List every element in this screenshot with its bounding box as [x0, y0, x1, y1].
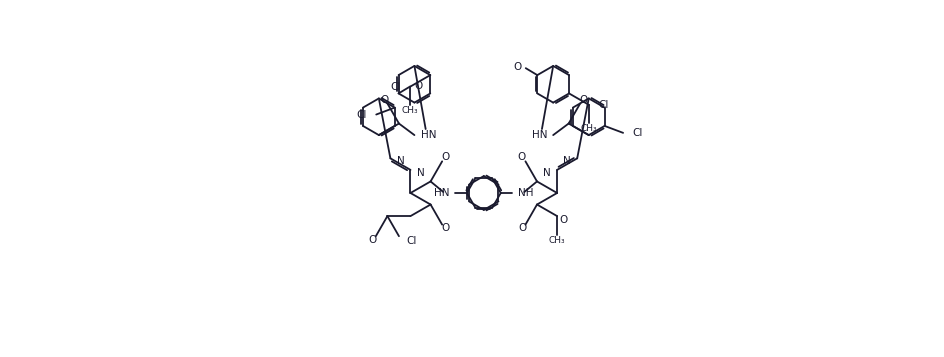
Text: N: N [416, 168, 425, 178]
Text: O: O [559, 215, 567, 225]
Text: O: O [580, 95, 587, 105]
Text: O: O [514, 62, 522, 72]
Text: NH: NH [518, 188, 534, 198]
Text: HN: HN [433, 188, 449, 198]
Text: Cl: Cl [632, 128, 643, 138]
Text: N: N [543, 168, 551, 178]
Text: Cl: Cl [357, 110, 367, 120]
Text: O: O [380, 95, 388, 105]
Text: O: O [441, 223, 449, 233]
Text: O: O [442, 152, 450, 162]
Text: CH₃: CH₃ [402, 106, 418, 115]
Text: O: O [517, 152, 526, 162]
Text: Cl: Cl [598, 100, 609, 110]
Text: N: N [564, 156, 571, 166]
Text: HN: HN [531, 130, 547, 140]
Text: Cl: Cl [407, 236, 417, 246]
Text: Cl: Cl [391, 82, 401, 92]
Text: N: N [396, 156, 404, 166]
Text: O: O [518, 223, 527, 233]
Text: HN: HN [421, 130, 436, 140]
Text: O: O [414, 81, 422, 91]
Text: CH₃: CH₃ [548, 236, 565, 245]
Text: O: O [369, 235, 377, 245]
Text: CH₃: CH₃ [581, 124, 598, 134]
